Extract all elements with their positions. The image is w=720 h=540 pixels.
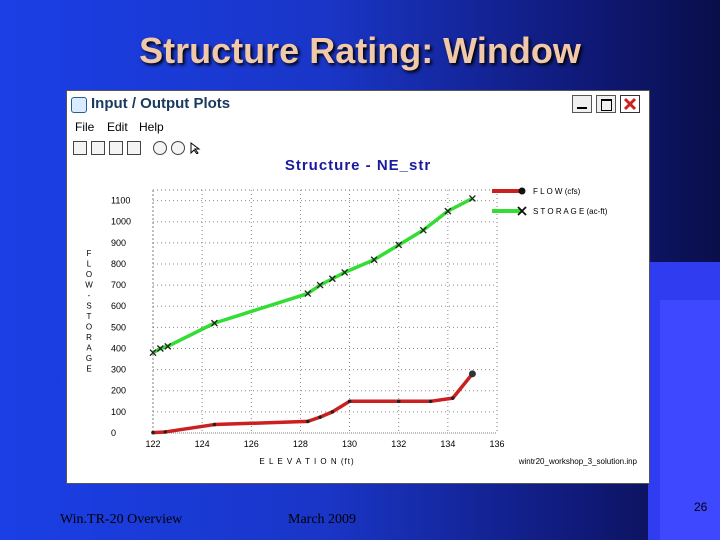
legend-marker: [518, 187, 526, 195]
legend-label: S T O R A G E (ac-ft): [533, 207, 608, 216]
window-titlebar[interactable]: Input / Output Plots: [67, 91, 649, 117]
series-line: [152, 196, 474, 355]
data-point: [341, 268, 349, 276]
footer-date: March 2009: [288, 512, 357, 527]
y-tick-label: 600: [111, 301, 126, 311]
y-tick-label: 700: [111, 280, 126, 290]
data-point: [450, 396, 455, 400]
legend-marker: [517, 206, 527, 216]
menu-edit[interactable]: Edit: [107, 120, 128, 134]
legend-label: F L O W (cfs): [533, 187, 581, 196]
x-tick-label: 124: [195, 439, 210, 449]
data-point: [316, 281, 324, 289]
y-tick-label: 200: [111, 386, 126, 396]
data-point: [347, 399, 352, 404]
x-axis-label: E L E V A T I O N (ft): [259, 457, 354, 466]
window-title: Input / Output Plots: [91, 95, 231, 112]
x-tick-label: 134: [440, 439, 455, 449]
data-point: [210, 319, 218, 327]
slide-title: Structure Rating: Window: [139, 30, 581, 71]
y-tick-label: 0: [111, 428, 116, 438]
data-point: [428, 399, 433, 404]
y-tick-label: 1000: [111, 217, 131, 227]
y-tick-label: 1100: [111, 196, 130, 206]
decorative-shape-inner: [660, 300, 720, 540]
y-tick-label: 500: [111, 322, 126, 332]
copy-icon[interactable]: [127, 141, 141, 155]
data-point: [164, 342, 172, 350]
data-point: [370, 256, 378, 264]
data-point: [468, 370, 476, 378]
close-icon: [623, 97, 637, 111]
y-tick-label: 800: [111, 259, 126, 269]
data-point: [151, 430, 155, 435]
data-point: [304, 290, 312, 297]
print-preview-icon[interactable]: [91, 141, 105, 155]
data-point: [149, 349, 157, 357]
series-line: [152, 372, 474, 435]
plot-window: Input / Output Plots File Edit Help Stru…: [66, 90, 650, 484]
x-tick-label: 130: [342, 439, 357, 449]
zoom-in-icon[interactable]: [153, 141, 167, 155]
y-tick-label: 900: [111, 238, 126, 248]
x-tick-label: 132: [391, 439, 406, 449]
x-tick-label: 126: [244, 439, 259, 449]
data-point: [468, 194, 476, 202]
footer-left: Win.TR-20 Overview: [60, 512, 183, 527]
y-tick-label: 100: [111, 407, 126, 417]
close-button[interactable]: [620, 95, 640, 113]
x-tick-label: 128: [293, 439, 308, 449]
chart: 122 124 126 128 130 132 134 136 0 100 200 300 400 500…: [85, 187, 638, 466]
y-tick-label: 400: [111, 343, 126, 353]
app-icon: [71, 97, 87, 113]
minimize-button[interactable]: [572, 95, 592, 113]
x-tick-label: 122: [145, 439, 160, 449]
data-point: [395, 241, 403, 249]
maximize-button[interactable]: [596, 95, 616, 113]
data-point: [328, 275, 336, 283]
page-number: 26: [694, 500, 708, 514]
data-point: [444, 207, 452, 215]
x-tick-label: 136: [489, 439, 504, 449]
data-point: [318, 415, 322, 419]
toolbar: [67, 139, 649, 157]
y-axis-label: F L O W -S T O R A G E: [85, 249, 93, 374]
menubar: File Edit Help: [67, 119, 649, 137]
pointer-icon[interactable]: [189, 141, 201, 155]
data-point: [306, 419, 310, 424]
chart-title: Structure - NE_str: [284, 157, 432, 174]
y-tick-label: 300: [111, 365, 126, 375]
save-icon[interactable]: [73, 141, 87, 155]
data-point: [163, 430, 168, 434]
zoom-out-icon[interactable]: [171, 141, 185, 155]
plot-area: [152, 189, 498, 434]
menu-help[interactable]: Help: [139, 120, 164, 134]
data-point: [156, 345, 164, 352]
menu-file[interactable]: File: [75, 120, 95, 134]
chart-caption: wintr20_workshop_3_solution.inp: [518, 457, 638, 466]
data-point: [396, 399, 401, 404]
data-point: [419, 226, 427, 234]
data-point: [330, 410, 335, 414]
data-point: [212, 422, 217, 427]
print-icon[interactable]: [109, 141, 123, 155]
